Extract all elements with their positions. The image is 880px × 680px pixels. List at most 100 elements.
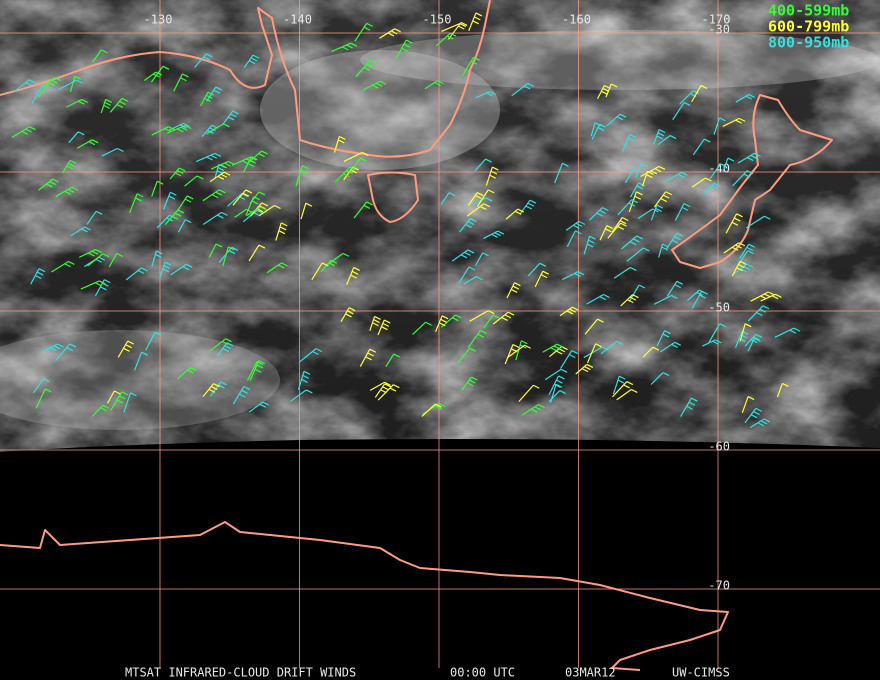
barb-feather	[676, 280, 684, 285]
barb-feather	[174, 172, 182, 177]
barb-feather	[184, 198, 192, 203]
barb-feather	[629, 241, 637, 246]
wind-barb	[749, 418, 771, 429]
barb-staff	[222, 110, 234, 126]
barb-feather	[49, 181, 56, 186]
barb-feather	[763, 418, 771, 423]
barb-staff	[735, 93, 749, 103]
barb-feather	[382, 322, 390, 327]
barb-staff	[51, 260, 69, 273]
barb-feather	[301, 378, 308, 383]
barb-feather	[636, 191, 643, 196]
barb-staff	[297, 371, 305, 390]
barb-feather	[636, 185, 644, 190]
barb-feather	[448, 192, 456, 197]
barb-feather	[88, 141, 96, 146]
wind-barb	[159, 261, 172, 278]
wind-barb	[331, 42, 358, 53]
barb-feather	[127, 340, 135, 345]
wind-barb	[554, 162, 569, 184]
barb-feather	[595, 343, 602, 348]
wind-barb	[248, 401, 270, 413]
wind-barb	[725, 213, 743, 234]
barb-staff	[628, 191, 637, 213]
barb-feather	[629, 266, 637, 272]
barb-staff	[656, 330, 666, 347]
wind-barb	[650, 204, 664, 221]
barb-feather	[217, 214, 224, 219]
barb-feather	[203, 56, 210, 61]
wind-barb	[506, 282, 521, 299]
barb-feather	[223, 123, 230, 128]
wind-barb	[106, 390, 121, 404]
barb-staff	[616, 388, 632, 401]
wind-barb	[641, 170, 654, 187]
barb-staff	[611, 381, 628, 398]
wind-barb	[629, 182, 645, 198]
barb-staff	[635, 163, 643, 179]
barb-feather	[512, 285, 520, 290]
barb-feather	[210, 385, 218, 391]
barb-feather	[68, 260, 75, 265]
barb-feather	[745, 95, 753, 100]
wind-barb	[300, 202, 313, 220]
wind-barb	[222, 110, 239, 126]
wind-barb	[101, 147, 124, 157]
barb-staff	[209, 171, 225, 183]
barb-feather	[740, 268, 747, 273]
wind-barb	[247, 150, 268, 164]
barb-staff	[150, 65, 164, 83]
barb-feather	[185, 219, 192, 224]
wind-barb	[713, 117, 726, 135]
barb-feather	[530, 408, 538, 413]
barb-feather	[731, 221, 739, 226]
barb-feather	[446, 35, 454, 40]
barb-feather	[662, 243, 669, 248]
barb-feather	[529, 199, 537, 204]
wind-barb	[258, 204, 281, 217]
barb-staff	[613, 266, 631, 279]
barb-staff	[658, 243, 664, 258]
barb-feather	[597, 127, 605, 132]
wind-barb	[611, 381, 634, 398]
barb-feather	[510, 288, 518, 293]
wind-barb	[591, 123, 607, 140]
barb-feather	[222, 347, 229, 353]
barb-staff	[441, 23, 461, 32]
latitude-label: -70	[708, 579, 730, 593]
wind-barb	[377, 319, 391, 336]
wind-barb	[206, 86, 222, 102]
barb-feather	[605, 228, 612, 233]
barb-feather	[662, 372, 670, 377]
wind-barb	[311, 262, 329, 281]
longitude-label: -160	[562, 13, 591, 27]
barb-staff	[353, 201, 368, 219]
barb-staff	[737, 152, 755, 164]
wind-barb	[565, 220, 586, 231]
barb-staff	[628, 284, 640, 303]
barb-staff	[691, 177, 706, 188]
barb-feather	[384, 383, 391, 388]
barb-feather	[384, 381, 391, 386]
barb-feather	[219, 189, 226, 194]
wind-barb	[635, 162, 648, 179]
barb-feather	[483, 203, 491, 208]
barb-feather	[303, 370, 311, 375]
barb-feather	[78, 100, 85, 105]
barb-feather	[759, 308, 766, 313]
barb-staff	[299, 348, 317, 363]
barb-feather	[250, 57, 258, 62]
wind-barb	[202, 211, 228, 226]
barb-feather	[405, 39, 413, 44]
barb-feather	[38, 268, 46, 273]
barb-staff	[374, 383, 386, 398]
wind-barb	[744, 333, 763, 347]
barb-staff	[440, 192, 450, 205]
barb-feather	[471, 376, 478, 381]
barb-staff	[674, 203, 685, 221]
barb-feather	[628, 202, 635, 207]
wind-barb	[518, 384, 540, 403]
barb-staff	[617, 199, 633, 216]
barb-staff	[575, 363, 588, 375]
barb-feather	[686, 405, 693, 410]
